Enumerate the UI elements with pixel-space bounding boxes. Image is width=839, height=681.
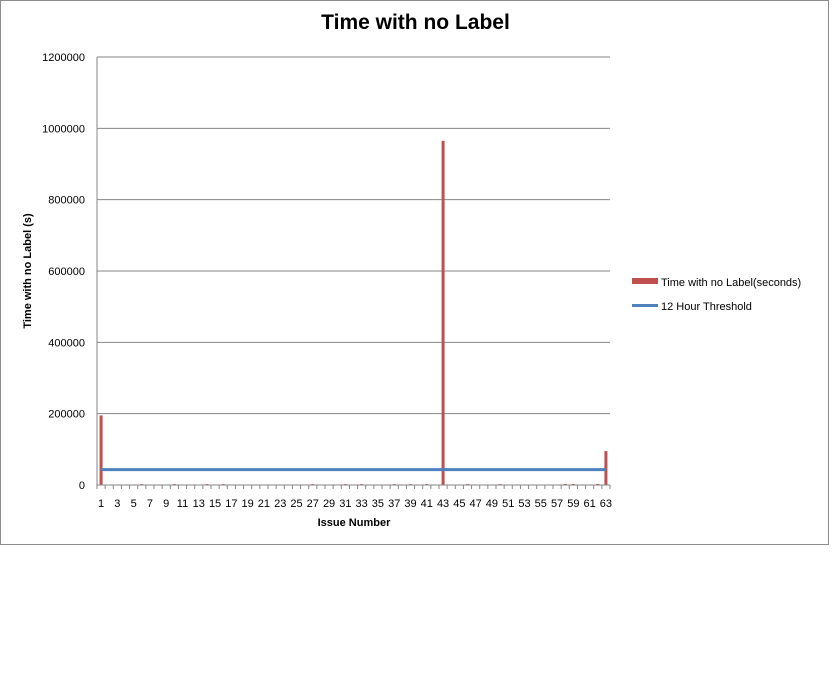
x-tick-label: 49 [486,498,498,510]
x-tick-label: 55 [535,498,547,510]
x-tick-label: 35 [372,498,384,510]
y-tick-label: 1000000 [42,123,85,135]
x-tick-label: 25 [290,498,302,510]
x-tick-label: 1 [98,498,104,510]
x-tick-label: 61 [584,498,596,510]
chart-svg: 0 200000 400000 600000 800000 1000000 1200000 1… [22,52,801,529]
x-tick-label: 45 [453,498,465,510]
x-tick-label: 21 [258,498,270,510]
x-tick-label: 11 [177,498,188,510]
x-tick-label: 31 [339,498,351,510]
grid-layer [97,56,610,415]
legend: Time with no Label(seconds) 12 Hour Thre… [632,277,801,313]
x-tick-label: 3 [114,498,120,510]
x-tick-label: 15 [209,498,221,510]
bar [604,451,608,485]
y-axis-title: Time with no Label (s) [22,213,34,329]
bar [441,140,445,486]
x-tick-label: 43 [437,498,449,510]
chart-title: Time with no Label [321,11,510,34]
x-tick-label: 47 [470,498,482,510]
x-tick-label: 17 [225,498,237,510]
y-tick-label: 600000 [48,266,85,278]
x-tick-label: 57 [551,498,563,510]
legend-swatch-series-1 [632,278,658,284]
chart-frame: Time with no Label 0 200000 400000 600000 80… [0,0,829,545]
x-tick-label: 29 [323,498,335,510]
x-tick-label: 37 [388,498,400,510]
bar [563,483,567,485]
y-tick-label: 800000 [48,195,85,207]
legend-swatch-series-2 [632,304,658,307]
x-tick-label: 53 [518,498,530,510]
x-tick-label: 5 [131,498,137,510]
bar [99,415,103,485]
bar [571,483,575,485]
x-tick-label: 27 [307,498,319,510]
y-tick-label: 0 [79,480,85,492]
bar [596,483,600,485]
legend-label-series-2: 12 Hour Threshold [661,301,752,313]
bar-layer [99,140,608,486]
x-tick-label: 51 [502,498,514,510]
x-tick-label: 19 [242,498,254,510]
x-tick-label: 23 [274,498,286,510]
y-tick-label: 200000 [48,409,85,421]
x-tick-label: 39 [404,498,416,510]
x-tick-label: 41 [421,498,433,510]
axis-layer: 0 200000 400000 600000 800000 1000000 1200000 1… [42,52,612,510]
y-tick-label: 400000 [48,337,85,349]
y-tick-label: 1200000 [42,52,85,64]
x-tick-label: 13 [193,498,205,510]
x-tick-label: 63 [600,498,612,510]
x-tick-label: 59 [567,498,579,510]
legend-label-series-1: Time with no Label(seconds) [661,277,801,289]
x-axis-title: Issue Number [318,517,391,529]
x-tick-label: 7 [147,498,153,510]
x-tick-label: 9 [163,498,169,510]
x-tick-label: 33 [356,498,368,510]
